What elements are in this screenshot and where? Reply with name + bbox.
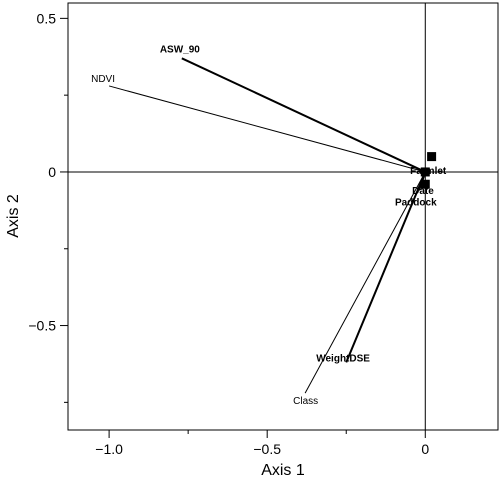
vector-ndvi: [108, 85, 426, 173]
vector-label-paddock: Paddock: [395, 197, 437, 208]
point-layer: [420, 152, 437, 189]
x-axis: −1.0 −0.5 0: [68, 429, 498, 457]
site-point: [427, 152, 437, 162]
vector-label-weightdse: WeightDSE: [316, 353, 370, 364]
plot-frame: [67, 2, 499, 431]
x-tick-label: −1.0: [95, 441, 123, 457]
vector-layer: [108, 57, 427, 394]
y-tick-label: 0.5: [37, 10, 57, 26]
vector-label-farmlet: Farmlet: [410, 166, 447, 177]
x-tick-label: −0.5: [253, 441, 281, 457]
y-tick-label: 0: [48, 164, 56, 180]
vector-label-layer: ASW_90 NDVI WeightDSE Class Farmlet DatePaddo…: [91, 44, 447, 407]
site-point: [420, 167, 430, 177]
site-point: [420, 179, 430, 189]
y-axis-title: Axis 2: [5, 194, 22, 238]
vector-label-date: Date: [412, 186, 434, 197]
y-tick-label: −0.5: [28, 318, 56, 334]
x-tick-label: 0: [421, 441, 429, 457]
y-axis: 0.5 0 −0.5: [28, 3, 69, 430]
vector-weightdse: [345, 171, 427, 363]
x-axis-title: Axis 1: [261, 462, 305, 479]
vector-label-asw-90: ASW_90: [160, 44, 200, 55]
vector-class: [304, 171, 426, 394]
vector-asw-90: [181, 57, 426, 173]
vector-label-class: Class: [293, 396, 318, 407]
vector-label-ndvi: NDVI: [91, 74, 115, 85]
